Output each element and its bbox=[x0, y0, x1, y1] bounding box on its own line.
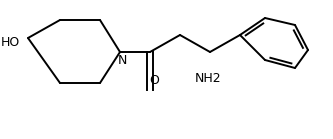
Text: HO: HO bbox=[0, 37, 20, 49]
Text: NH2: NH2 bbox=[195, 71, 221, 85]
Text: N: N bbox=[117, 54, 127, 66]
Text: O: O bbox=[149, 74, 159, 86]
